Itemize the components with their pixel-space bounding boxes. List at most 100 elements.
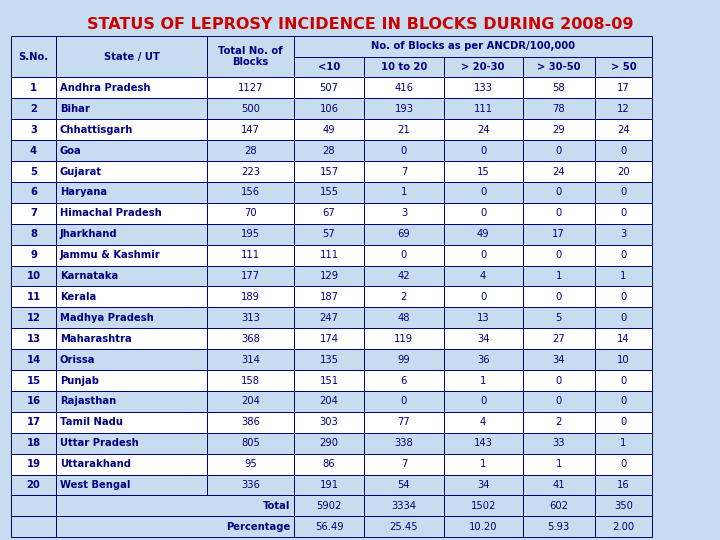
Bar [11, 454, 56, 475]
Bar [56, 496, 294, 516]
Bar [364, 391, 444, 412]
Bar [207, 140, 294, 161]
Bar [364, 182, 444, 203]
Text: 1: 1 [556, 459, 562, 469]
Bar [207, 245, 294, 266]
Bar [523, 412, 595, 433]
Bar [11, 203, 56, 224]
Bar [207, 391, 294, 412]
Bar [56, 349, 207, 370]
Bar [595, 77, 652, 98]
Text: 29: 29 [552, 125, 565, 134]
Bar [595, 245, 652, 266]
Bar [207, 475, 294, 496]
Text: 17: 17 [27, 417, 40, 427]
Bar [56, 391, 207, 412]
Bar [56, 391, 207, 412]
Text: 19: 19 [27, 459, 40, 469]
Text: 10: 10 [617, 355, 630, 365]
Text: 58: 58 [552, 83, 565, 93]
Text: 0: 0 [621, 417, 626, 427]
Bar [364, 307, 444, 328]
Bar [11, 307, 56, 328]
Text: 0: 0 [621, 187, 626, 198]
Text: 336: 336 [241, 480, 260, 490]
Bar [364, 454, 444, 475]
Bar [11, 412, 56, 433]
Bar [444, 203, 523, 224]
Text: 12: 12 [27, 313, 40, 323]
Bar [11, 245, 56, 266]
Bar [364, 245, 444, 266]
Bar [294, 286, 364, 307]
Text: 10 to 20: 10 to 20 [381, 62, 427, 72]
Bar [56, 454, 207, 475]
Bar [207, 98, 294, 119]
Bar [294, 370, 364, 391]
Text: 223: 223 [241, 166, 260, 177]
Text: 16: 16 [27, 396, 40, 407]
Text: 3: 3 [621, 229, 626, 239]
Text: 12: 12 [617, 104, 630, 114]
Text: 500: 500 [241, 104, 260, 114]
Bar [523, 245, 595, 266]
Bar [11, 391, 56, 412]
Text: STATUS OF LEPROSY INCIDENCE IN BLOCKS DURING 2008-09: STATUS OF LEPROSY INCIDENCE IN BLOCKS DU… [86, 17, 634, 32]
Text: Andhra Pradesh: Andhra Pradesh [60, 83, 150, 93]
Bar [11, 77, 56, 98]
Bar [294, 77, 364, 98]
Bar [523, 349, 595, 370]
Bar [444, 454, 523, 475]
Text: Punjab: Punjab [60, 375, 99, 386]
Bar [207, 370, 294, 391]
Bar [364, 412, 444, 433]
Text: 24: 24 [552, 166, 565, 177]
Bar [523, 245, 595, 266]
Bar [294, 203, 364, 224]
Bar [444, 370, 523, 391]
Text: 189: 189 [241, 292, 260, 302]
Text: 133: 133 [474, 83, 492, 93]
Text: 14: 14 [617, 334, 630, 344]
Bar [294, 119, 364, 140]
Bar [11, 119, 56, 140]
Bar [444, 496, 523, 516]
Text: 15: 15 [477, 166, 490, 177]
Text: 2.00: 2.00 [613, 522, 634, 532]
Bar [444, 224, 523, 245]
Bar [207, 370, 294, 391]
Bar [595, 266, 652, 286]
Bar [595, 307, 652, 328]
Bar [11, 203, 56, 224]
Bar [444, 224, 523, 245]
Bar [364, 203, 444, 224]
Text: 28: 28 [244, 146, 257, 156]
Bar [11, 433, 56, 454]
Bar [207, 307, 294, 328]
Bar [207, 224, 294, 245]
Bar [364, 286, 444, 307]
Bar [56, 36, 207, 77]
Bar [595, 496, 652, 516]
Bar [595, 391, 652, 412]
Bar [444, 77, 523, 98]
Text: 20: 20 [27, 480, 40, 490]
Bar [364, 119, 444, 140]
Bar [56, 161, 207, 182]
Text: 6: 6 [401, 375, 407, 386]
Text: > 30-50: > 30-50 [537, 62, 580, 72]
Text: 6: 6 [30, 187, 37, 198]
Bar [294, 57, 364, 77]
Text: 24: 24 [477, 125, 490, 134]
Bar [11, 224, 56, 245]
Bar [444, 77, 523, 98]
Text: 15: 15 [27, 375, 40, 386]
Bar [523, 516, 595, 537]
Text: 7: 7 [30, 208, 37, 218]
Text: 247: 247 [320, 313, 338, 323]
Bar [595, 140, 652, 161]
Bar [595, 98, 652, 119]
Bar [294, 140, 364, 161]
Bar [595, 370, 652, 391]
Bar [523, 475, 595, 496]
